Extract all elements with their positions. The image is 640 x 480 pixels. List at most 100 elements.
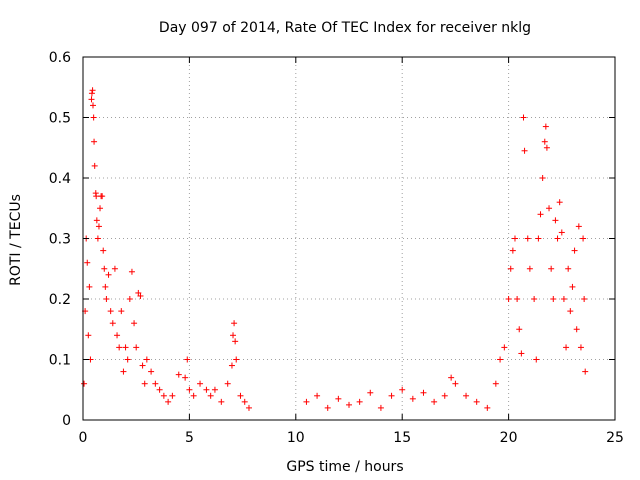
data-point bbox=[126, 296, 133, 302]
data-point bbox=[232, 338, 239, 345]
data-point bbox=[552, 217, 559, 224]
data-point bbox=[524, 235, 531, 242]
data-point bbox=[563, 344, 570, 351]
data-point bbox=[160, 392, 167, 399]
data-point bbox=[314, 392, 321, 399]
data-point bbox=[346, 401, 352, 408]
data-point bbox=[233, 356, 240, 363]
data-point bbox=[526, 265, 533, 272]
data-point bbox=[148, 368, 155, 375]
data-point bbox=[86, 283, 93, 290]
data-point bbox=[156, 386, 163, 393]
data-point bbox=[518, 350, 525, 357]
data-point bbox=[577, 344, 584, 351]
y-axis-title: ROTI / TECUs bbox=[8, 194, 24, 286]
data-point bbox=[533, 356, 540, 363]
data-point bbox=[99, 193, 106, 200]
data-point bbox=[88, 96, 95, 103]
data-point bbox=[556, 199, 563, 206]
data-point bbox=[452, 380, 459, 387]
data-point bbox=[581, 296, 588, 302]
data-point bbox=[231, 320, 238, 327]
data-point bbox=[91, 162, 98, 169]
data-point bbox=[133, 344, 140, 351]
data-point bbox=[197, 380, 204, 387]
x-tick-label: 0 bbox=[79, 430, 88, 446]
data-point bbox=[541, 138, 548, 145]
data-point bbox=[122, 344, 129, 351]
data-point bbox=[431, 398, 438, 405]
data-point bbox=[224, 380, 231, 387]
x-tick-label: 5 bbox=[185, 430, 194, 446]
data-point bbox=[116, 344, 123, 351]
x-axis-title: GPS time / hours bbox=[286, 459, 403, 475]
chart-title: Day 097 of 2014, Rate Of TEC Index for r… bbox=[159, 20, 531, 36]
data-point bbox=[89, 87, 96, 94]
data-point bbox=[84, 259, 91, 266]
data-point bbox=[567, 308, 574, 315]
data-point bbox=[135, 289, 142, 296]
data-points bbox=[81, 87, 589, 411]
data-point bbox=[94, 235, 101, 242]
x-tick-label: 25 bbox=[606, 430, 624, 446]
data-point bbox=[560, 296, 567, 302]
data-point bbox=[182, 374, 189, 381]
data-point bbox=[114, 332, 121, 339]
data-point bbox=[91, 138, 98, 145]
data-point bbox=[501, 344, 508, 351]
data-point bbox=[228, 362, 235, 369]
data-point bbox=[88, 90, 95, 97]
data-point bbox=[580, 235, 587, 242]
data-point bbox=[152, 380, 159, 387]
data-point bbox=[516, 326, 523, 333]
y-tick-label: 0.4 bbox=[49, 171, 71, 187]
data-point bbox=[497, 356, 504, 363]
data-point bbox=[514, 296, 521, 302]
data-point bbox=[237, 392, 244, 399]
x-tick-label: 10 bbox=[287, 430, 305, 446]
data-point bbox=[90, 114, 97, 121]
data-point bbox=[535, 235, 542, 242]
data-point bbox=[118, 308, 125, 315]
data-point bbox=[548, 265, 555, 272]
data-point bbox=[324, 404, 331, 411]
data-point bbox=[81, 380, 88, 387]
data-point bbox=[120, 368, 127, 375]
data-point bbox=[207, 392, 214, 399]
data-point bbox=[388, 392, 395, 399]
y-tick-label: 0 bbox=[62, 413, 71, 429]
y-tick-label: 0.1 bbox=[49, 353, 71, 369]
data-point bbox=[128, 268, 135, 275]
data-point bbox=[109, 320, 116, 327]
data-point bbox=[245, 404, 252, 411]
data-point bbox=[542, 123, 549, 130]
data-point bbox=[546, 205, 553, 212]
data-point bbox=[537, 211, 544, 218]
data-point bbox=[409, 395, 416, 402]
data-point bbox=[582, 368, 589, 375]
data-point bbox=[184, 356, 191, 363]
data-point bbox=[520, 114, 527, 121]
data-point bbox=[558, 229, 565, 236]
data-point bbox=[554, 235, 561, 242]
data-point bbox=[463, 392, 470, 399]
data-point bbox=[100, 247, 107, 254]
data-point bbox=[543, 144, 550, 151]
data-point bbox=[335, 395, 342, 402]
data-point bbox=[550, 296, 557, 302]
x-tick-label: 15 bbox=[393, 430, 411, 446]
data-point bbox=[90, 102, 97, 109]
data-point bbox=[531, 296, 538, 302]
data-point bbox=[569, 283, 576, 290]
y-tick-label: 0.5 bbox=[49, 111, 71, 127]
data-point bbox=[571, 247, 578, 254]
y-tick-label: 0.3 bbox=[49, 232, 71, 248]
data-point bbox=[420, 389, 427, 396]
data-point bbox=[505, 296, 512, 302]
data-point bbox=[93, 217, 100, 224]
data-point bbox=[377, 404, 384, 411]
data-point bbox=[139, 362, 146, 369]
y-tick-label: 0.2 bbox=[49, 292, 71, 308]
data-point bbox=[448, 374, 455, 381]
